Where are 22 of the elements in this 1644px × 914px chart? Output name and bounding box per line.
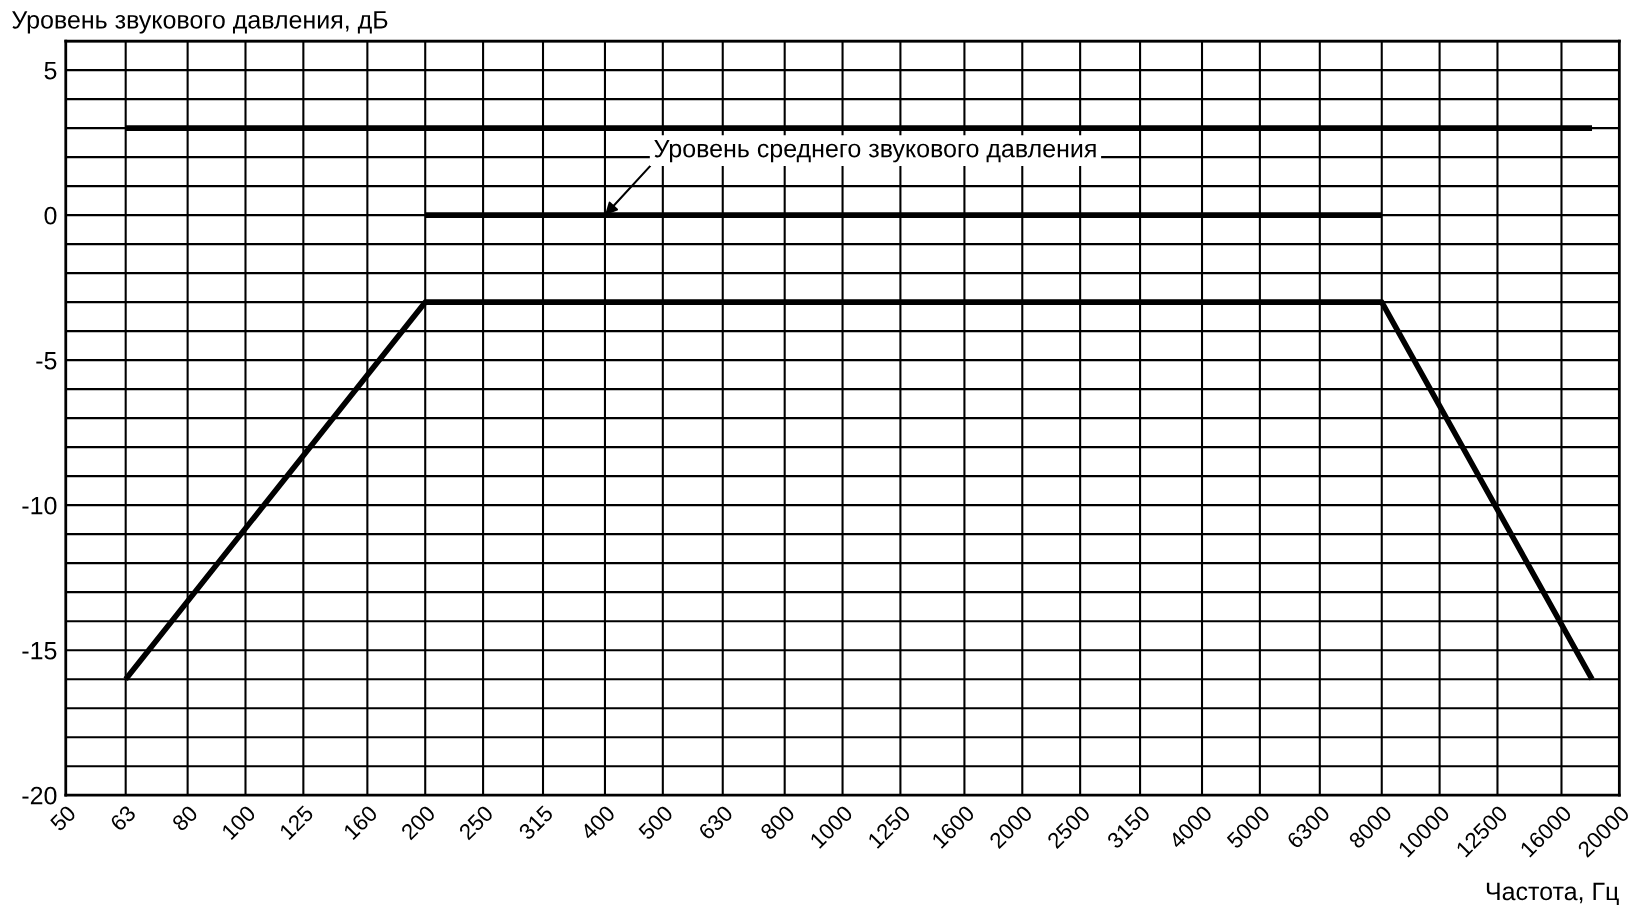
x-tick-label: 50 [49,804,77,832]
x-tick-label: 125 [278,804,315,841]
y-tick-label: 0 [44,206,57,225]
x-tick-label: 400 [579,804,616,841]
y-axis-title: Уровень звукового давления, дБ [12,11,388,34]
x-tick-label: 80 [171,804,199,832]
x-tick-label: 200 [400,804,437,841]
x-tick-label: 630 [697,804,734,841]
annotation: Уровень среднего звукового давления [654,139,1096,163]
y-tick-label: 5 [44,61,57,80]
x-tick-label: 160 [342,804,379,841]
x-axis-title: Частота, Гц [1486,882,1619,905]
y-tick-label: -20 [22,786,57,805]
x-tick-label: 63 [109,804,137,832]
x-tick-label: 500 [637,804,674,841]
x-tick-label: 800 [759,804,796,841]
x-tick-label: 100 [220,804,257,841]
x-tick-label: 250 [458,804,495,841]
y-tick-label: -10 [22,496,57,515]
y-tick-label: -15 [22,642,57,660]
y-tick-label: -5 [36,352,57,370]
x-tick-label: 315 [517,804,554,841]
